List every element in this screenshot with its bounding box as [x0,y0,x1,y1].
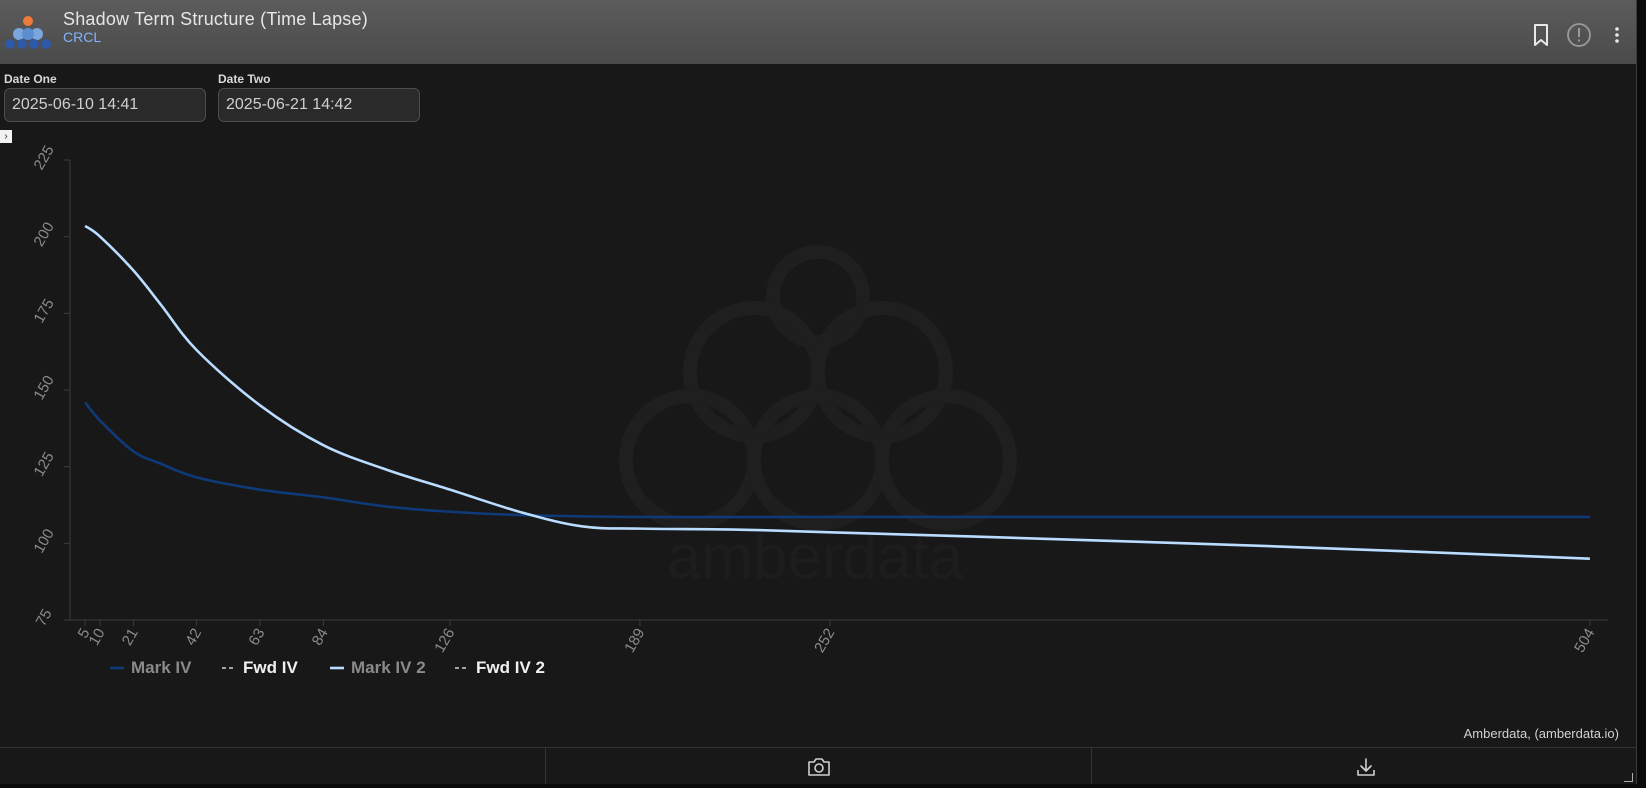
series-line-mark-iv-2 [84,224,1590,560]
x-tick-label: 10 [86,626,109,649]
legend-label: Mark IV 2 [351,658,426,677]
x-tick-label: 504 [1571,626,1598,656]
y-tick-label: 225 [30,143,57,173]
y-tick-label: 100 [30,526,57,556]
legend-label: Mark IV [131,658,192,677]
x-tick-label: 84 [309,626,332,649]
footer-divider [1091,748,1092,784]
widget-title: Shadow Term Structure (Time Lapse) [63,9,368,29]
legend-label: Fwd IV 2 [476,658,545,677]
amberdata-watermark: amberdata [619,245,1017,592]
widget-header: Shadow Term Structure (Time Lapse) CRCL [0,0,1636,64]
chart-legend: Mark IV Fwd IV Mark IV 2 Fwd IV 2 [110,658,545,677]
series-layer [84,224,1590,560]
app-logo-icon [5,16,51,49]
more-vert-icon[interactable] [1604,22,1630,48]
y-tick-label: 200 [30,219,57,249]
screenshot-button[interactable] [546,748,1091,784]
date-two-label: Date Two [218,72,271,86]
footer-divider [545,748,546,784]
x-tick-label: 252 [811,626,838,656]
date-two-input[interactable] [218,88,420,122]
x-tick-label: 189 [621,626,648,656]
widget-footer [0,747,1636,784]
watermark-text: amberdata [667,523,964,592]
series-line-mark-iv [84,401,1590,519]
legend-label: Fwd IV [243,658,298,677]
resize-handle[interactable] [1624,773,1633,782]
bookmark-icon[interactable] [1528,22,1554,48]
date-one-label: Date One [4,72,57,86]
date-one-input[interactable] [4,88,206,122]
alert-icon[interactable] [1566,22,1592,48]
y-tick-label: 75 [33,606,56,629]
y-tick-label: 125 [30,449,57,479]
y-tick-label: 150 [30,373,57,403]
download-icon [1357,758,1375,776]
chart-credit[interactable]: Amberdata, (amberdata.io) [1463,726,1619,741]
x-tick-label: 63 [245,626,268,649]
x-tick-label: 42 [182,626,205,649]
download-button[interactable] [1092,748,1636,784]
x-tick-label: 126 [431,626,458,656]
widget-subtitle[interactable]: CRCL [63,29,102,45]
expand-controls-toggle[interactable]: › [0,130,12,143]
x-tick-label: 21 [119,626,142,649]
y-tick-label: 175 [30,296,57,326]
camera-icon [808,758,830,776]
